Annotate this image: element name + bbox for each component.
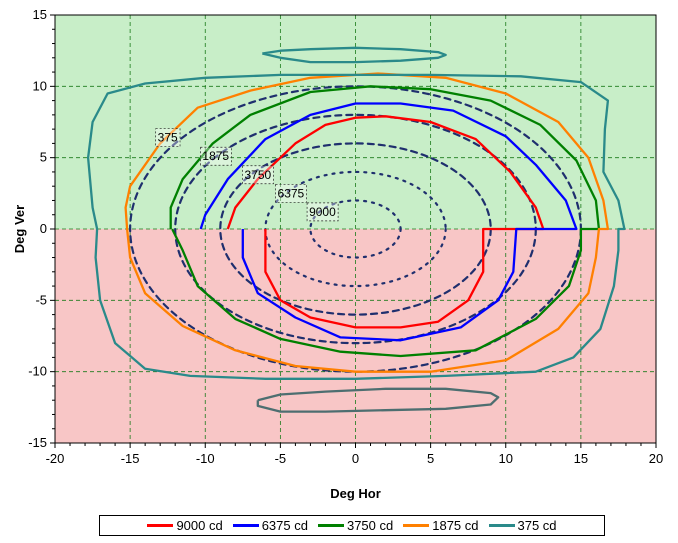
legend-swatch [317, 524, 344, 527]
y-tick-label: 0 [40, 221, 47, 236]
reference-ellipse [309, 199, 402, 259]
legend-label: 3750 cd [346, 518, 394, 533]
legend-item: 9000 cd [147, 518, 223, 533]
x-tick-label: 20 [649, 451, 663, 466]
legend-swatch [232, 524, 259, 527]
contour-line [226, 115, 545, 329]
ellipse-label-text: 9000 [309, 205, 336, 219]
x-axis-title: Deg Hor [330, 486, 381, 501]
y-tick-label: -10 [28, 364, 47, 379]
legend: 9000 cd 6375 cd 3750 cd 1875 cd 375 cd [99, 515, 605, 536]
contour-line [199, 102, 578, 342]
x-tick-label: 0 [352, 451, 359, 466]
legend-label: 1875 cd [432, 518, 479, 533]
ellipse-label-text: 1875 [202, 149, 229, 163]
ellipse-label-text: 375 [158, 131, 178, 145]
ellipse-label-box [306, 202, 339, 222]
ellipse-label-box [155, 128, 181, 148]
ellipse-label-box [200, 146, 232, 166]
ellipse-label-text: 3750 [244, 168, 271, 182]
x-tick-label: -15 [121, 451, 140, 466]
legend-item: 6375 cd [232, 518, 308, 533]
x-tick-label: -20 [46, 451, 65, 466]
legend-label: 9000 cd [176, 518, 223, 533]
contour-line [124, 72, 610, 373]
legend-item: 3750 cd [317, 518, 394, 533]
ellipse-label: 375 [155, 128, 181, 148]
ellipse-label: 1875 [200, 146, 232, 166]
legend-swatch [147, 524, 174, 527]
x-tick-label: 10 [499, 451, 513, 466]
legend-item: 375 cd [488, 518, 557, 533]
x-tick-label: -5 [275, 451, 287, 466]
contour-line [262, 46, 447, 64]
ellipse-label-box [242, 165, 274, 185]
y-tick-label: -5 [35, 292, 47, 307]
x-tick-label: -10 [196, 451, 215, 466]
ellipse-label-box [275, 183, 307, 203]
legend-swatch [488, 524, 515, 527]
ellipse-label: 6375 [275, 183, 307, 203]
x-tick-label: 5 [427, 451, 434, 466]
legend-swatch [403, 524, 430, 527]
y-tick-label: -15 [28, 435, 47, 450]
ellipse-label: 3750 [242, 165, 274, 185]
contour-line [256, 387, 500, 413]
y-tick-label: 10 [33, 78, 47, 93]
legend-label: 6375 cd [261, 518, 308, 533]
x-tick-label: 15 [574, 451, 588, 466]
legend-item: 1875 cd [403, 518, 479, 533]
legend-label: 375 cd [517, 518, 557, 533]
y-axis-title: Deg Ver [12, 205, 27, 253]
y-tick-label: 5 [40, 150, 47, 165]
ellipse-label-text: 6375 [278, 186, 305, 200]
y-tick-label: 15 [33, 7, 47, 22]
contour-line [86, 73, 626, 380]
ellipse-label: 9000 [306, 202, 339, 222]
